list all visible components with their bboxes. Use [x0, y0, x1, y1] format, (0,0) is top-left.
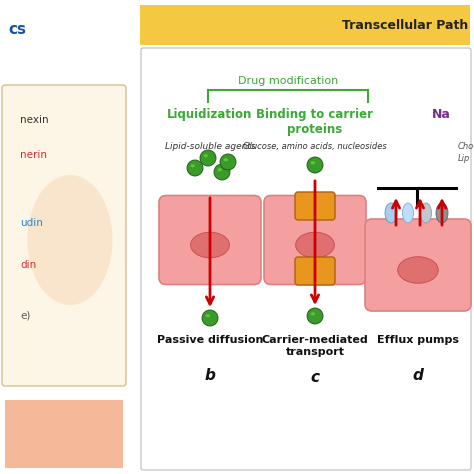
Text: Liquidization: Liquidization — [167, 108, 253, 121]
Ellipse shape — [187, 160, 203, 176]
Text: Efflux pumps: Efflux pumps — [377, 335, 459, 345]
Text: Glucose, amino acids, nucleosides: Glucose, amino acids, nucleosides — [243, 142, 387, 151]
Text: Lip: Lip — [458, 154, 470, 163]
Text: Cho: Cho — [458, 142, 474, 151]
Ellipse shape — [296, 232, 334, 258]
Ellipse shape — [200, 150, 216, 166]
FancyBboxPatch shape — [295, 192, 335, 220]
Text: Carrier-mediated
transport: Carrier-mediated transport — [262, 335, 368, 356]
Text: Binding to carrier
proteins: Binding to carrier proteins — [256, 108, 374, 136]
FancyBboxPatch shape — [140, 5, 470, 45]
Ellipse shape — [220, 154, 236, 170]
Text: nerin: nerin — [20, 150, 47, 160]
Text: cs: cs — [8, 22, 26, 37]
Ellipse shape — [191, 232, 229, 258]
Ellipse shape — [420, 203, 431, 223]
Ellipse shape — [191, 164, 195, 167]
Ellipse shape — [202, 310, 218, 326]
FancyBboxPatch shape — [295, 257, 335, 285]
Text: Transcellular Path: Transcellular Path — [342, 18, 468, 31]
Ellipse shape — [307, 308, 323, 324]
Text: d: d — [412, 368, 423, 383]
FancyBboxPatch shape — [365, 219, 471, 311]
FancyBboxPatch shape — [141, 48, 471, 470]
Text: c: c — [310, 370, 319, 385]
Ellipse shape — [224, 158, 228, 161]
Ellipse shape — [310, 161, 315, 164]
FancyBboxPatch shape — [159, 195, 261, 284]
FancyBboxPatch shape — [2, 85, 126, 386]
Ellipse shape — [206, 314, 210, 318]
FancyBboxPatch shape — [264, 195, 366, 284]
Ellipse shape — [398, 257, 438, 283]
Ellipse shape — [27, 175, 112, 305]
Ellipse shape — [310, 312, 315, 315]
Ellipse shape — [307, 157, 323, 173]
FancyBboxPatch shape — [5, 400, 123, 468]
Text: e): e) — [20, 310, 30, 320]
Ellipse shape — [203, 154, 208, 157]
Text: b: b — [205, 368, 216, 383]
Text: Na: Na — [432, 108, 451, 121]
Ellipse shape — [385, 203, 397, 223]
Text: Passive diffusion: Passive diffusion — [157, 335, 263, 345]
Text: din: din — [20, 260, 36, 270]
Text: udin: udin — [20, 218, 43, 228]
Text: nexin: nexin — [20, 115, 49, 125]
Ellipse shape — [214, 164, 230, 180]
Text: Drug modification: Drug modification — [238, 76, 338, 86]
Text: Lipid-soluble agents: Lipid-soluble agents — [164, 142, 255, 151]
Ellipse shape — [436, 203, 448, 223]
Ellipse shape — [402, 203, 413, 223]
Ellipse shape — [218, 168, 222, 172]
